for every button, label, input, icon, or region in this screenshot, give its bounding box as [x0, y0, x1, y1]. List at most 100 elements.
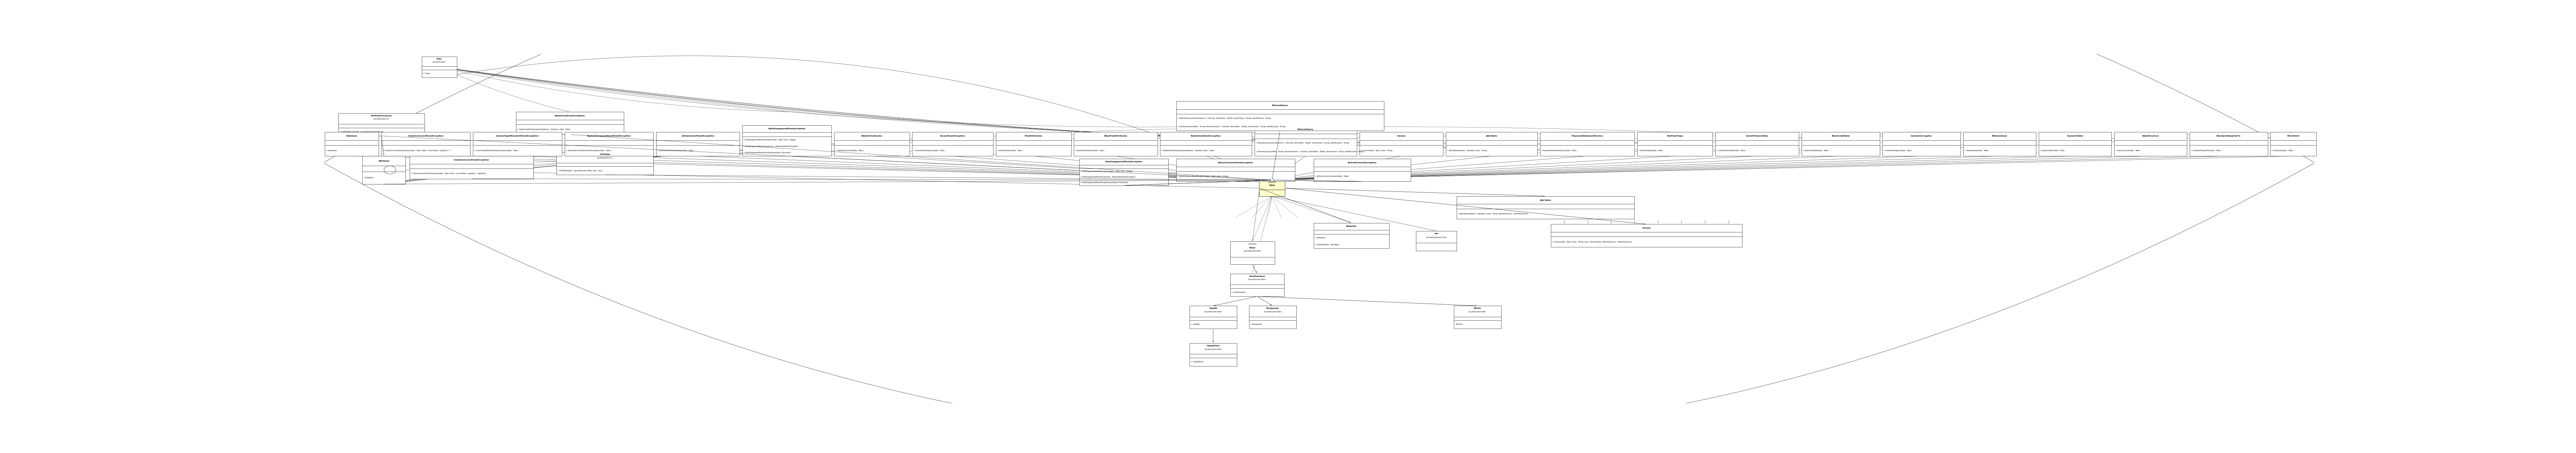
Bar — [1260, 180, 1285, 196]
Bar — [912, 132, 992, 156]
FancyArrowPatch shape — [1115, 156, 1270, 180]
Bar — [742, 125, 832, 156]
Bar — [422, 57, 456, 77]
Text: + BaseFieldAttributes(table : Table,...: + BaseFieldAttributes(table : Table,... — [1074, 150, 1105, 151]
Bar — [410, 156, 533, 179]
FancyArrowPatch shape — [518, 156, 1270, 180]
Bar — [835, 132, 909, 156]
Text: + ColumnTypeMismatchPoemException(table : Table,...: + ColumnTypeMismatchPoemException(table … — [474, 150, 520, 151]
FancyArrowPatch shape — [1273, 131, 1280, 179]
Text: + SQLPoemType(table : Table,...: + SQLPoemType(table : Table,... — [1638, 150, 1664, 151]
Text: + CSVTable(table : org.melati.poem.Table, data : java...: + CSVTable(table : org.melati.poem.Table… — [556, 170, 603, 172]
Text: AnsiStandard: AnsiStandard — [1249, 275, 1265, 277]
Text: + CSVFilesProcessor(db : org.melati.poem.Database): + CSVFilesProcessor(db : org.melati.poem… — [340, 131, 384, 133]
Text: Column: Column — [1396, 135, 1406, 137]
Text: + DynamicTable(table : Table,...: + DynamicTable(table : Table,... — [2040, 150, 2066, 151]
Text: + TailoredQuery(modifier : String, selectedColumns : Column[], otherTables : Tab: + TailoredQuery(modifier : String, selec… — [1255, 151, 1363, 153]
Text: TailoredQuery: TailoredQuery — [1298, 129, 1314, 130]
Text: DynamicTable: DynamicTable — [2066, 135, 2084, 137]
Text: nto: nto — [1435, 233, 1437, 235]
FancyArrowPatch shape — [1273, 156, 1999, 180]
Text: + RowDisappearedPoemException(table : Table, troid : Integer): + RowDisappearedPoemException(table : Ta… — [744, 139, 796, 140]
FancyArrowPatch shape — [440, 67, 1922, 144]
Text: InitialisationPoemException: InitialisationPoemException — [683, 135, 714, 137]
FancyArrowPatch shape — [1273, 180, 1360, 181]
Bar — [1177, 101, 1383, 130]
Text: + CreationAccessPoemException(table : Table, token : AccessToken, capability : C: + CreationAccessPoemException(table : Ta… — [410, 173, 487, 174]
Text: + NoSuchColumnPoemException(table : Table, name : String): + NoSuchColumnPoemException(table : Tabl… — [1177, 175, 1229, 177]
FancyArrowPatch shape — [325, 163, 2313, 441]
FancyArrowPatch shape — [440, 67, 1963, 145]
Text: RestrictedTable: RestrictedTable — [1832, 135, 1850, 137]
FancyArrowPatch shape — [1273, 156, 1587, 180]
Bar — [474, 132, 562, 156]
FancyArrowPatch shape — [440, 56, 1270, 180]
Text: + AccessPoemException(table : Table,...: + AccessPoemException(table : Table,... — [914, 150, 945, 151]
Text: PreparedStatementFactory: PreparedStatementFactory — [1571, 135, 1602, 137]
FancyArrowPatch shape — [384, 156, 698, 184]
Text: org.melati.poemutil.Cache: org.melati.poemutil.Cache — [1427, 236, 1448, 238]
Text: Column: Column — [1643, 227, 1651, 229]
FancyArrowPatch shape — [1257, 297, 1273, 305]
Bar — [1314, 159, 1412, 181]
FancyArrowPatch shape — [440, 67, 1801, 141]
FancyArrowPatch shape — [1273, 156, 1492, 180]
Text: TailoredQuery: TailoredQuery — [1273, 105, 1288, 106]
Bar — [2038, 132, 2112, 156]
FancyArrowPatch shape — [440, 67, 2228, 150]
Text: + RowDisappearedPoemException(e : NoSuchRowPoemException): + RowDisappearedPoemException(e : NoSuch… — [1079, 176, 1136, 178]
Text: + RowDisappearedPoemException(e : NoSuchRowPoemException): + RowDisappearedPoemException(e : NoSuch… — [744, 145, 799, 147]
Bar — [515, 112, 623, 135]
Text: org.melati.poem.dbms: org.melati.poem.dbms — [1468, 311, 1486, 313]
Text: TableSortedCache: TableSortedCache — [860, 135, 881, 137]
Text: ColumnTypeMismatchPoemException: ColumnTypeMismatchPoemException — [497, 135, 538, 137]
FancyArrowPatch shape — [384, 127, 2074, 184]
Bar — [1190, 306, 1236, 328]
Text: + NoTroidColumnException(table : Table): + NoTroidColumnException(table : Table) — [1314, 175, 1350, 177]
Bar — [1159, 132, 1252, 156]
FancyArrowPatch shape — [1206, 156, 1270, 180]
Bar — [564, 132, 654, 156]
Text: + TailoredQuery(selectedColumns : Column[], otherTables : Table[], whereClause :: + TailoredQuery(selectedColumns : Column… — [1255, 142, 1350, 144]
Text: + FieldAttributes(table : Table,...: + FieldAttributes(table : Table,... — [997, 150, 1023, 151]
Text: CSVFilesProcessor: CSVFilesProcessor — [371, 115, 392, 116]
Text: FieldAttributes: FieldAttributes — [1025, 135, 1043, 137]
Text: «interface»: «interface» — [1247, 243, 1257, 245]
Bar — [1177, 159, 1296, 181]
FancyArrowPatch shape — [572, 135, 1270, 180]
Text: MySQL: MySQL — [1473, 308, 1481, 309]
Text: + RowDisappearedPoemException(persistent: Persistent): + RowDisappearedPoemException(persistent… — [744, 152, 791, 154]
Bar — [2115, 132, 2187, 156]
Text: + PreparedStatementFactory(table : Table,...: + PreparedStatementFactory(table : Table… — [1540, 150, 1579, 151]
Bar — [1638, 132, 1713, 156]
FancyArrowPatch shape — [384, 132, 1839, 184]
FancyArrowPatch shape — [440, 67, 2293, 151]
FancyArrowPatch shape — [1126, 180, 1270, 185]
Text: + AnsiStandard(): + AnsiStandard() — [1231, 291, 1244, 293]
FancyArrowPatch shape — [384, 138, 1587, 184]
FancyArrowPatch shape — [1273, 156, 1674, 180]
Text: NoTroidColumnException: NoTroidColumnException — [1347, 162, 1376, 164]
Text: JdbcTable: JdbcTable — [1486, 135, 1497, 137]
Bar — [1255, 125, 1358, 156]
Text: Database: Database — [379, 160, 389, 162]
Text: + RowDisappearedPoemException(persistent: Persistent): + RowDisappearedPoemException(persistent… — [1079, 182, 1128, 183]
Text: org.melati.poem.csv: org.melati.poem.csv — [598, 157, 613, 159]
Text: HsqldbText: HsqldbText — [1208, 345, 1221, 347]
Text: BaseFieldAttributes: BaseFieldAttributes — [1105, 135, 1128, 137]
FancyArrowPatch shape — [1036, 156, 1270, 180]
Bar — [1445, 132, 1538, 156]
FancyArrowPatch shape — [1273, 156, 1401, 180]
Text: + Column(table : Table, name : String,...: + Column(table : Table, name : String,..… — [1360, 150, 1394, 151]
Text: JdbcTable: JdbcTable — [1540, 199, 1551, 201]
FancyArrowPatch shape — [384, 180, 1270, 184]
Text: StandardIntegrityFix: StandardIntegrityFix — [2215, 135, 2241, 137]
Bar — [1455, 196, 1633, 219]
Bar — [1453, 306, 1502, 328]
Bar — [381, 132, 471, 156]
Bar — [1417, 231, 1455, 251]
Text: TableInfo: TableInfo — [1347, 226, 1358, 227]
FancyArrowPatch shape — [1273, 156, 1922, 180]
FancyArrowPatch shape — [353, 156, 1270, 180]
FancyArrowPatch shape — [1260, 188, 1350, 222]
